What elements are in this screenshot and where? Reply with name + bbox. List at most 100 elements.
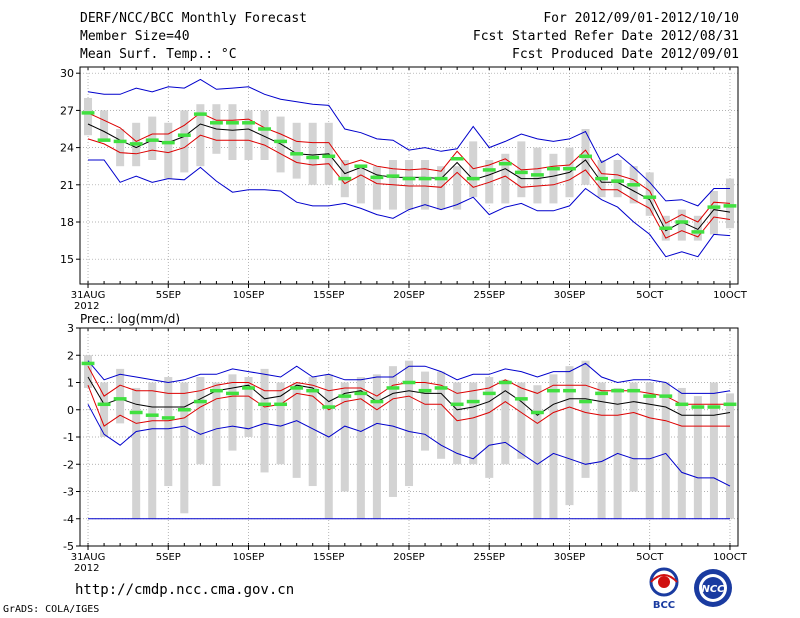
box (517, 382, 526, 459)
box (276, 382, 285, 465)
x-tick-label: 15SEP (313, 552, 344, 563)
ncc-logo: NCC (694, 569, 732, 607)
series-line-max (87, 360, 731, 394)
forecast-period-label: For 2012/09/01-2012/10/10 (543, 11, 739, 26)
y-tick-label: -4 (63, 513, 74, 526)
bcc-logo-text: BCC (653, 600, 675, 610)
box (485, 160, 494, 204)
bcc-logo: BCC (649, 567, 679, 610)
y-tick-label: 18 (60, 216, 74, 229)
box (356, 377, 365, 519)
box (549, 374, 558, 519)
x-tick-label: 10OCT (713, 552, 748, 563)
x-tick-sublabel: 2012 (74, 301, 99, 310)
box (709, 382, 718, 519)
footer-url[interactable]: http://cmdp.ncc.cma.gov.cn (75, 582, 295, 598)
box (308, 377, 317, 487)
box (260, 368, 269, 473)
box (180, 110, 189, 173)
series-line-min (87, 404, 731, 487)
box (116, 129, 125, 167)
x-tick-label: 10OCT (713, 290, 748, 301)
box (164, 377, 173, 487)
box (292, 382, 301, 478)
box (196, 377, 205, 465)
box (84, 355, 93, 388)
figure-title: DERF/NCC/BCC Monthly Forecast (80, 11, 307, 26)
x-tick-label: 25SEP (474, 290, 505, 301)
box (469, 141, 478, 198)
x-tick-label: 31AUG (71, 290, 106, 301)
box (132, 387, 141, 519)
box (116, 368, 125, 424)
plot-frame (79, 66, 739, 285)
box (501, 379, 510, 465)
box (228, 104, 237, 160)
x-tick-sublabel: 2012 (74, 563, 99, 574)
box (244, 377, 253, 437)
x-tick-label: 25SEP (474, 552, 505, 563)
box (677, 387, 686, 519)
ncc-logo-text: NCC (701, 584, 725, 595)
box (148, 382, 157, 519)
y-tick-label: 3 (67, 322, 74, 335)
box (100, 382, 109, 437)
series-line-min (88, 159, 731, 258)
y-tick-label: -2 (63, 458, 74, 471)
produced-date-label: Fcst Produced Date 2012/09/01 (512, 47, 739, 62)
y-tick-label: -1 (63, 431, 74, 444)
box (645, 172, 654, 216)
box (565, 366, 574, 506)
box (437, 371, 446, 459)
y-tick-label: -5 (63, 540, 74, 553)
box (597, 382, 606, 519)
x-tick-label: 20SEP (393, 552, 424, 563)
box (533, 385, 542, 519)
x-tick-label: 10SEP (233, 552, 264, 563)
box (437, 166, 446, 210)
box (485, 377, 494, 478)
box (164, 122, 173, 179)
series-line-90th-percentile (87, 112, 731, 224)
plot-frame (79, 327, 739, 547)
x-tick-label: 5OCT (636, 290, 664, 301)
x-tick-label: 5OCT (636, 552, 664, 563)
box (404, 160, 414, 210)
x-tick-label: 31AUG (71, 552, 106, 563)
box (212, 382, 221, 487)
box (725, 393, 734, 519)
box (84, 98, 93, 136)
member-size-label: Member Size=40 (80, 29, 190, 44)
box (276, 116, 285, 173)
y-tick-label: 21 (60, 179, 74, 192)
grads-credit: GrADS: COLA/IGES (3, 604, 100, 615)
y-tick-label: 30 (60, 67, 74, 80)
box (292, 122, 301, 179)
variable-label: Mean Surf. Temp.: °C (80, 47, 237, 62)
box (453, 382, 462, 465)
y-tick-label: 27 (60, 104, 74, 117)
y-tick-label: 1 (67, 377, 74, 390)
y-tick-label: -3 (63, 486, 74, 499)
series-line-max (87, 78, 730, 207)
series-line-10th-percentile (87, 385, 730, 427)
series-line-10th-percentile (87, 134, 731, 239)
box (324, 374, 333, 519)
box (453, 166, 462, 210)
x-tick-label: 5SEP (156, 290, 181, 301)
box (501, 153, 510, 204)
box (421, 160, 430, 210)
box (372, 166, 381, 210)
box (469, 382, 478, 465)
y-tick-label: 24 (60, 142, 74, 155)
box (388, 366, 397, 497)
box (372, 374, 381, 519)
box (693, 215, 702, 241)
box (100, 110, 109, 142)
box (308, 122, 317, 185)
box (693, 396, 702, 519)
x-tick-label: 20SEP (393, 290, 424, 301)
y-tick-label: 15 (60, 253, 74, 266)
